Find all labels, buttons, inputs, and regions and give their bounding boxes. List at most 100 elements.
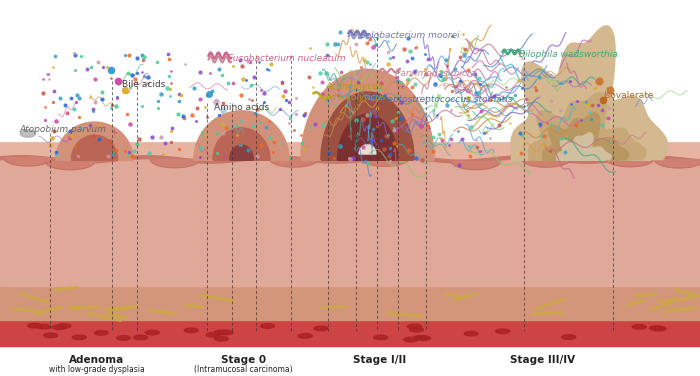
Point [475, 101, 486, 107]
Text: Bile acids: Bile acids [122, 80, 166, 89]
Point [206, 88, 218, 94]
Point [262, 65, 273, 71]
Point [123, 52, 134, 58]
Point [589, 85, 600, 91]
Point [410, 68, 421, 74]
Ellipse shape [117, 336, 131, 340]
Point [191, 118, 202, 124]
Point [103, 153, 114, 159]
Point [155, 133, 167, 139]
Point [252, 106, 263, 112]
Point [138, 73, 149, 79]
Point [317, 79, 328, 85]
Point [285, 155, 296, 161]
Point [389, 127, 400, 133]
Point [463, 112, 474, 118]
Point [76, 125, 88, 131]
Point [249, 110, 260, 116]
Point [48, 127, 60, 133]
Point [305, 124, 316, 130]
Ellipse shape [314, 326, 328, 331]
Point [446, 136, 457, 143]
Point [50, 149, 62, 155]
Point [364, 36, 375, 42]
Point [218, 100, 229, 106]
Point [39, 117, 50, 123]
Point [458, 53, 470, 59]
Point [545, 121, 557, 127]
Point [165, 139, 176, 146]
Point [555, 80, 566, 86]
Ellipse shape [374, 335, 388, 340]
Point [232, 132, 243, 138]
Point [258, 99, 270, 105]
Point [243, 96, 254, 102]
Point [132, 141, 143, 147]
Point [374, 86, 385, 92]
Point [605, 87, 616, 93]
Point [281, 97, 292, 103]
Point [88, 108, 99, 114]
Point [463, 67, 474, 73]
Point [65, 135, 76, 141]
Point [474, 148, 485, 154]
Point [401, 58, 412, 64]
Point [85, 64, 97, 70]
Point [317, 123, 328, 129]
Point [42, 71, 53, 77]
Point [461, 108, 472, 114]
Point [50, 152, 62, 158]
Point [534, 123, 545, 129]
Point [361, 59, 372, 65]
Point [361, 40, 372, 46]
Point [84, 122, 95, 128]
Point [335, 70, 346, 76]
Point [384, 145, 395, 151]
Point [424, 125, 435, 131]
Point [504, 120, 515, 126]
Point [199, 104, 211, 110]
Point [62, 109, 73, 115]
Point [106, 102, 118, 108]
Point [123, 149, 134, 155]
Point [390, 115, 401, 121]
Point [276, 80, 288, 86]
Point [122, 70, 134, 76]
Point [210, 98, 221, 104]
Point [232, 122, 243, 128]
Point [371, 35, 382, 41]
Point [405, 72, 416, 78]
Point [136, 52, 147, 58]
Point [430, 81, 441, 87]
Polygon shape [321, 92, 414, 160]
Polygon shape [301, 70, 434, 160]
Ellipse shape [496, 329, 510, 334]
Point [192, 105, 203, 111]
Point [74, 114, 85, 120]
Text: Solobacterium moorei: Solobacterium moorei [360, 31, 460, 40]
Point [45, 142, 56, 148]
Point [479, 130, 490, 136]
Point [165, 68, 176, 74]
Point [535, 133, 546, 139]
Text: Amino acids: Amino acids [214, 103, 269, 112]
Point [69, 67, 80, 73]
Point [473, 89, 484, 95]
Point [446, 107, 457, 113]
Point [179, 61, 190, 67]
Text: Fusobacterium nucleatum: Fusobacterium nucleatum [228, 54, 345, 63]
Point [388, 140, 399, 146]
Point [555, 135, 566, 141]
Ellipse shape [214, 337, 228, 341]
Point [38, 90, 49, 96]
Point [404, 147, 415, 153]
Point [452, 128, 463, 134]
Point [570, 122, 582, 128]
Ellipse shape [206, 332, 220, 337]
Point [433, 131, 444, 137]
Point [369, 113, 380, 119]
Point [228, 80, 239, 86]
Point [520, 96, 531, 102]
Point [42, 71, 53, 77]
Point [194, 69, 205, 75]
